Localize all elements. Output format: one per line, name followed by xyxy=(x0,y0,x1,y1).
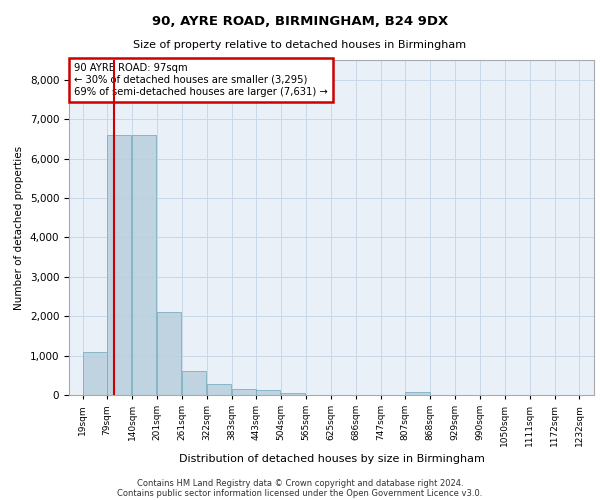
Bar xyxy=(182,372,206,395)
Text: 90 AYRE ROAD: 97sqm
← 30% of detached houses are smaller (3,295)
69% of semi-det: 90 AYRE ROAD: 97sqm ← 30% of detached ho… xyxy=(74,64,328,96)
Bar xyxy=(207,384,231,395)
Text: Contains public sector information licensed under the Open Government Licence v3: Contains public sector information licen… xyxy=(118,488,482,498)
Bar xyxy=(83,352,107,395)
Bar xyxy=(256,390,280,395)
Bar xyxy=(157,312,181,395)
Bar xyxy=(406,392,430,395)
Bar xyxy=(107,135,131,395)
X-axis label: Distribution of detached houses by size in Birmingham: Distribution of detached houses by size … xyxy=(179,454,484,464)
Bar xyxy=(281,392,305,395)
Bar xyxy=(232,389,256,395)
Bar xyxy=(133,135,157,395)
Y-axis label: Number of detached properties: Number of detached properties xyxy=(14,146,24,310)
Text: Contains HM Land Registry data © Crown copyright and database right 2024.: Contains HM Land Registry data © Crown c… xyxy=(137,478,463,488)
Text: Size of property relative to detached houses in Birmingham: Size of property relative to detached ho… xyxy=(133,40,467,50)
Text: 90, AYRE ROAD, BIRMINGHAM, B24 9DX: 90, AYRE ROAD, BIRMINGHAM, B24 9DX xyxy=(152,15,448,28)
